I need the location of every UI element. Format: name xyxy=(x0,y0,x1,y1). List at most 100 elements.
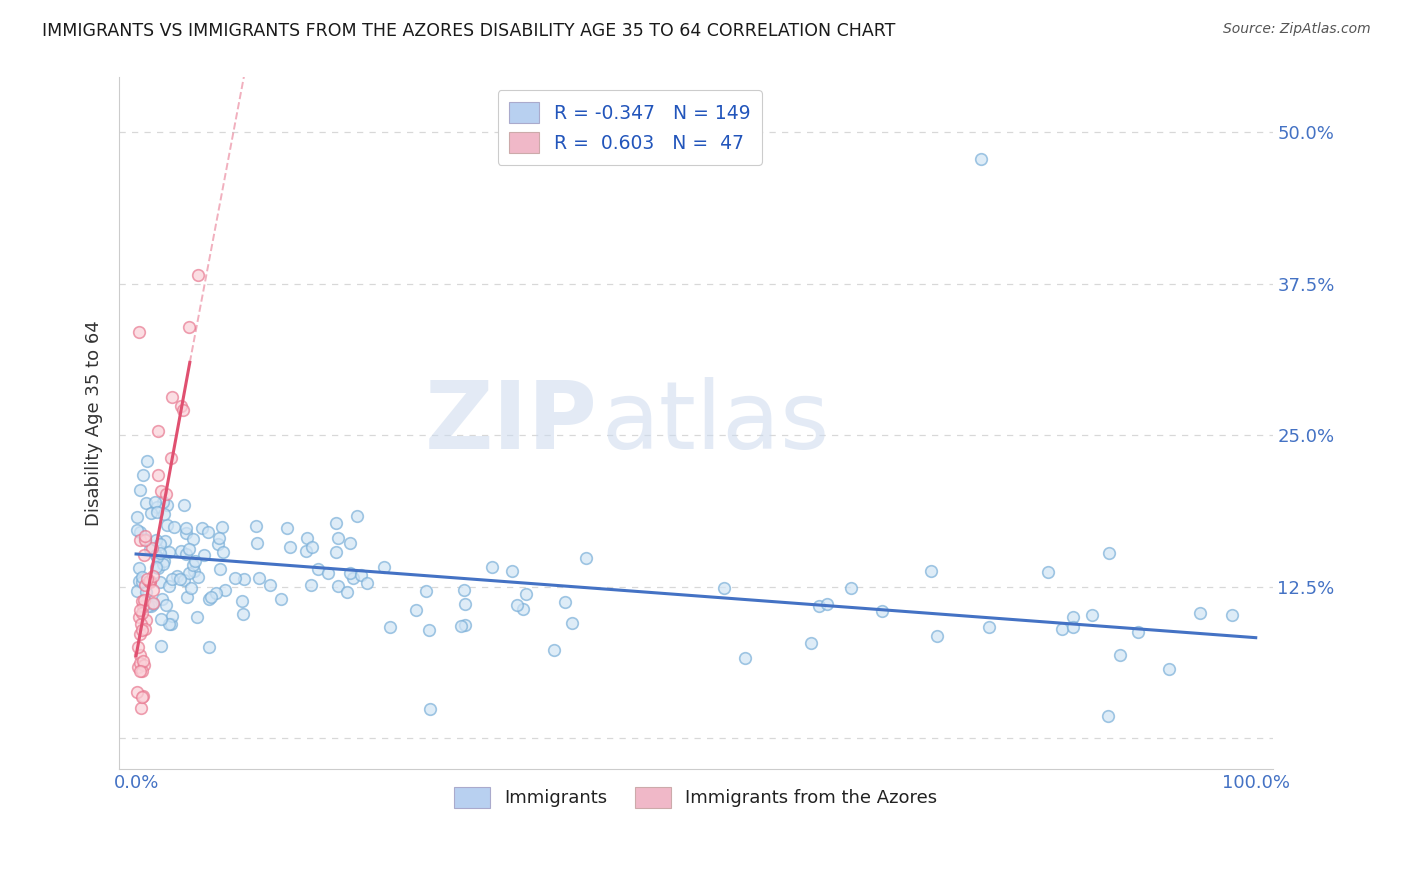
Point xyxy=(128,533,150,547)
Point xyxy=(131,575,153,590)
Point xyxy=(512,601,534,615)
Point xyxy=(342,571,364,585)
Legend: Immigrants, Immigrants from the Azores: Immigrants, Immigrants from the Azores xyxy=(447,780,945,815)
Point xyxy=(132,689,155,703)
Point xyxy=(149,574,172,589)
Point xyxy=(211,520,233,534)
Point xyxy=(156,499,179,513)
Point xyxy=(129,648,152,663)
Point xyxy=(129,664,152,678)
Point xyxy=(132,657,155,672)
Point xyxy=(163,520,186,534)
Point xyxy=(373,560,395,574)
Point xyxy=(142,582,165,597)
Point xyxy=(131,570,153,584)
Point xyxy=(142,597,165,611)
Point xyxy=(157,617,180,632)
Point xyxy=(214,582,236,597)
Point xyxy=(145,549,167,563)
Point xyxy=(543,643,565,657)
Point xyxy=(1159,662,1181,676)
Point xyxy=(129,616,152,631)
Point xyxy=(259,577,281,591)
Point xyxy=(135,496,157,510)
Point xyxy=(326,531,349,545)
Point xyxy=(299,577,322,591)
Point xyxy=(132,468,155,483)
Point xyxy=(155,487,177,501)
Point xyxy=(839,581,862,595)
Point xyxy=(131,593,153,607)
Point xyxy=(232,572,254,586)
Point xyxy=(134,593,156,607)
Point xyxy=(128,574,150,589)
Point xyxy=(325,545,347,559)
Point xyxy=(186,609,208,624)
Y-axis label: Disability Age 35 to 64: Disability Age 35 to 64 xyxy=(86,320,103,526)
Point xyxy=(307,562,329,576)
Point xyxy=(1052,622,1074,636)
Point xyxy=(920,565,942,579)
Point xyxy=(127,685,149,699)
Point xyxy=(177,541,200,556)
Point xyxy=(129,701,152,715)
Point xyxy=(180,581,202,595)
Point xyxy=(325,516,347,530)
Point xyxy=(135,585,157,599)
Point xyxy=(157,579,180,593)
Point xyxy=(142,596,165,610)
Point xyxy=(174,547,197,561)
Text: atlas: atlas xyxy=(602,377,830,469)
Point xyxy=(127,583,149,598)
Point xyxy=(159,617,181,632)
Point xyxy=(135,454,157,468)
Point xyxy=(148,467,170,482)
Point xyxy=(808,599,831,613)
Point xyxy=(152,494,174,508)
Point xyxy=(131,690,153,705)
Point xyxy=(139,506,162,520)
Point xyxy=(128,609,150,624)
Text: IMMIGRANTS VS IMMIGRANTS FROM THE AZORES DISABILITY AGE 35 TO 64 CORRELATION CHA: IMMIGRANTS VS IMMIGRANTS FROM THE AZORES… xyxy=(42,22,896,40)
Point xyxy=(1062,620,1084,634)
Point xyxy=(174,521,197,535)
Point xyxy=(134,622,156,636)
Point xyxy=(134,533,156,547)
Text: Source: ZipAtlas.com: Source: ZipAtlas.com xyxy=(1223,22,1371,37)
Point xyxy=(149,612,172,626)
Point xyxy=(575,551,598,566)
Point xyxy=(132,548,155,562)
Point xyxy=(139,574,162,588)
Point xyxy=(301,541,323,555)
Point xyxy=(153,533,176,548)
Point xyxy=(1189,606,1212,620)
Point xyxy=(172,403,194,417)
Point xyxy=(270,592,292,607)
Point xyxy=(339,566,361,581)
Point xyxy=(405,603,427,617)
Point xyxy=(176,590,198,604)
Point xyxy=(506,599,529,613)
Point xyxy=(207,537,229,551)
Point xyxy=(149,537,172,551)
Point xyxy=(149,639,172,653)
Point xyxy=(346,509,368,524)
Point xyxy=(276,521,298,535)
Point xyxy=(146,505,169,519)
Point xyxy=(134,529,156,543)
Point xyxy=(1062,609,1084,624)
Point xyxy=(925,629,948,643)
Point xyxy=(561,615,583,630)
Point xyxy=(328,579,350,593)
Point xyxy=(173,573,195,587)
Point xyxy=(200,590,222,604)
Point xyxy=(141,541,163,555)
Point xyxy=(450,619,472,633)
Point xyxy=(1081,608,1104,623)
Point xyxy=(132,654,155,668)
Point xyxy=(135,572,157,586)
Point xyxy=(232,607,254,621)
Text: ZIP: ZIP xyxy=(425,377,598,469)
Point xyxy=(129,627,152,641)
Point xyxy=(129,524,152,539)
